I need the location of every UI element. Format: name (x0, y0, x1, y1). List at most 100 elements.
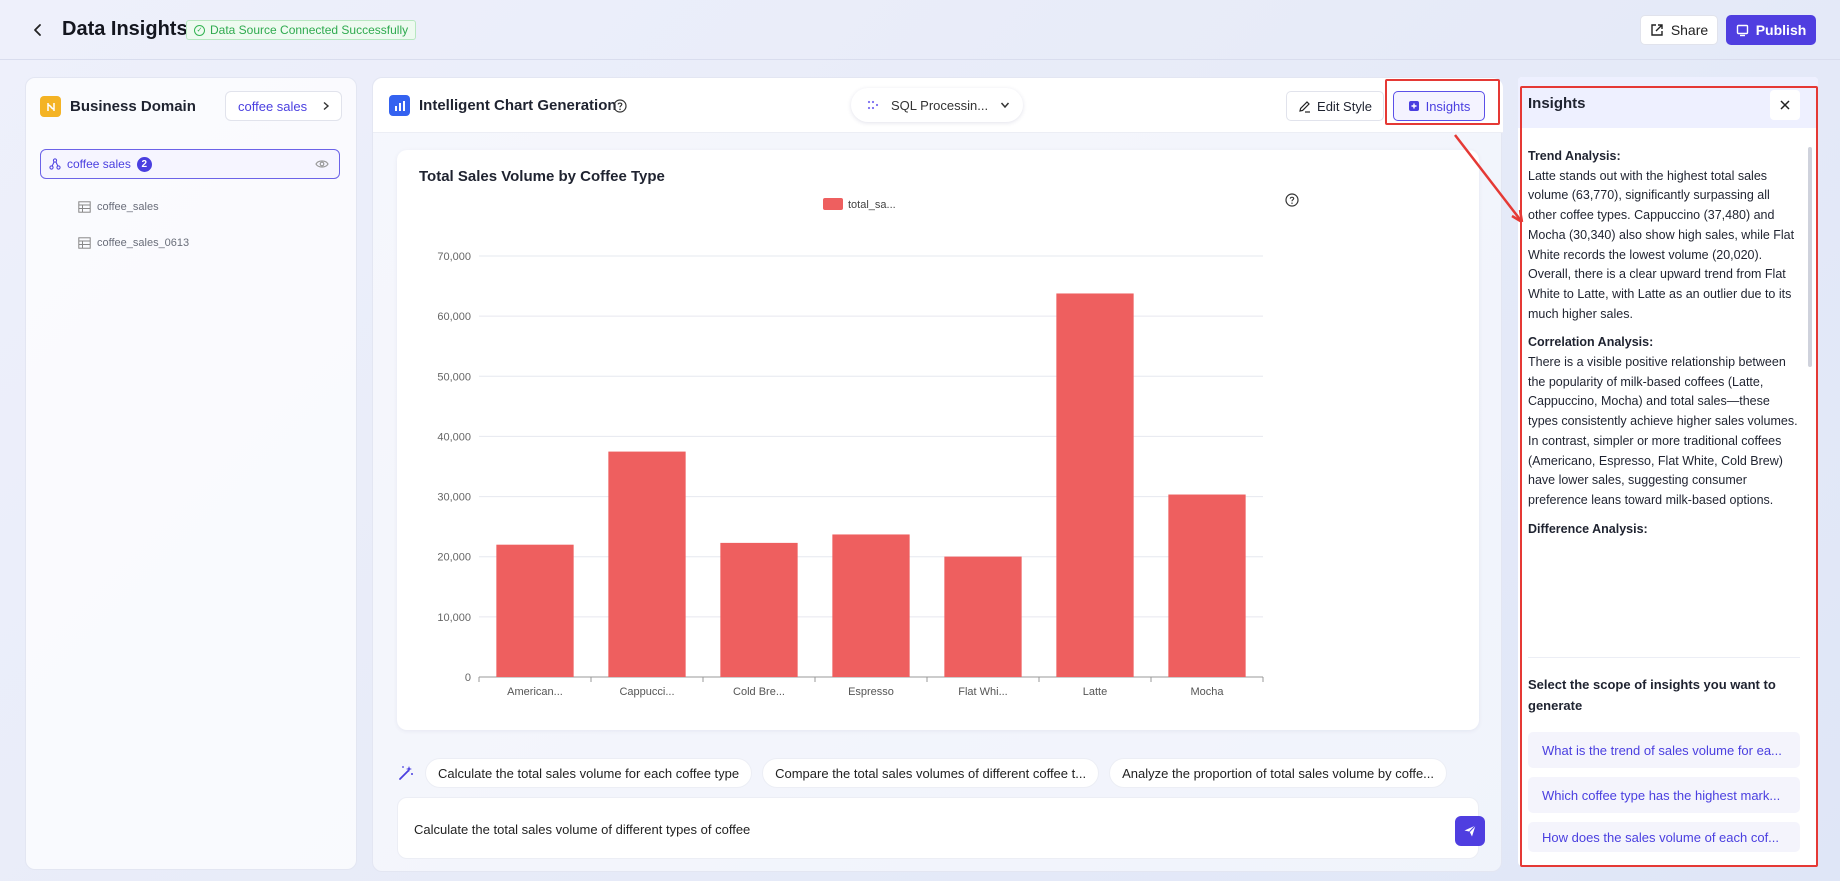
suggestion-chip[interactable]: Analyze the proportion of total sales vo… (1109, 758, 1448, 788)
count-badge: 2 (136, 156, 152, 172)
y-tick-label: 0 (465, 672, 471, 684)
chart-generation-icon (389, 95, 410, 116)
annotation-arrow (1454, 134, 1524, 224)
scope-label: Select the scope of insights you want to… (1528, 677, 1776, 713)
suggestion-row: Calculate the total sales volume for eac… (397, 758, 1448, 788)
table-item[interactable]: coffee_sales_0613 (78, 233, 189, 253)
x-tick-label: Cold Bre... (733, 686, 785, 698)
send-icon (1464, 825, 1476, 837)
table-icon (78, 237, 91, 249)
domain-selector[interactable]: coffee sales (225, 91, 342, 121)
y-tick-label: 10,000 (437, 612, 471, 624)
business-domain-icon (40, 96, 61, 117)
y-tick-label: 50,000 (437, 371, 471, 383)
business-domain-title: Business Domain (70, 98, 196, 115)
legend-swatch (823, 198, 843, 210)
top-bar: Data Insights ✓ Data Source Connected Su… (0, 0, 1840, 60)
suggestion-chip[interactable]: Compare the total sales volumes of diffe… (762, 758, 1100, 788)
bar (720, 542, 798, 677)
network-icon (49, 158, 61, 170)
help-icon[interactable] (613, 99, 627, 113)
close-button[interactable] (1770, 90, 1800, 120)
domain-selector-value: coffee sales (238, 98, 308, 114)
insight-question[interactable]: What is the trend of sales volume for ea… (1528, 732, 1800, 768)
bar (1056, 293, 1134, 677)
insights-content: Trend Analysis: Latte stands out with th… (1528, 147, 1798, 640)
insights-panel-header: Insights (1518, 77, 1818, 128)
insight-question-text: What is the trend of sales volume for ea… (1542, 742, 1782, 758)
suggestion-chip[interactable]: Calculate the total sales volume for eac… (425, 758, 753, 788)
chevron-down-icon (1000, 102, 1010, 109)
query-input-box (397, 797, 1485, 860)
x-tick-label: Mocha (1190, 686, 1224, 698)
divider (1528, 657, 1800, 658)
chart-card: Total Sales Volume by Coffee Type 0 10,00… (397, 150, 1479, 730)
table-item[interactable]: coffee_sales (78, 197, 159, 217)
share-button[interactable]: Share (1640, 15, 1718, 45)
close-icon (1780, 100, 1790, 110)
publish-label: Publish (1755, 22, 1807, 38)
edit-style-label: Edit Style (1317, 98, 1372, 114)
bar (608, 451, 686, 677)
x-tick-label: American... (507, 686, 563, 698)
y-tick-label: 60,000 (437, 311, 471, 323)
y-tick-label: 30,000 (437, 492, 471, 504)
help-icon[interactable] (1285, 193, 1299, 207)
y-tick-label: 20,000 (437, 552, 471, 564)
table-label: coffee_sales (97, 201, 159, 213)
insight-question[interactable]: How does the sales volume of each cof... (1528, 822, 1800, 852)
chart-generation-panel: Intelligent Chart Generation SQL Process… (372, 77, 1503, 872)
table-icon (78, 201, 91, 213)
send-button[interactable] (1455, 816, 1485, 846)
sql-status-label: SQL Processin... (891, 97, 989, 113)
chevron-right-icon (323, 101, 330, 111)
insight-question-text: How does the sales volume of each cof... (1542, 829, 1780, 845)
scrollbar[interactable] (1808, 147, 1812, 367)
section-heading: Difference Analysis: (1528, 521, 1648, 536)
dots-grid-icon (867, 100, 879, 110)
table-label: coffee_sales_0613 (97, 237, 190, 249)
chevron-left-icon (34, 24, 41, 36)
y-tick-label: 70,000 (437, 251, 471, 263)
y-tick-label: 40,000 (437, 431, 471, 443)
insights-button[interactable]: Insights (1393, 91, 1485, 121)
bar (1168, 494, 1246, 677)
bar (496, 544, 574, 677)
chart-title: Total Sales Volume by Coffee Type (419, 168, 665, 185)
bar (832, 534, 910, 677)
insights-panel: Insights Trend Analysis: Latte stands ou… (1518, 77, 1818, 866)
insights-label: Insights (1425, 98, 1471, 114)
help-icon-mark (1289, 196, 1295, 202)
section-heading: Correlation Analysis: (1528, 335, 1654, 350)
eye-icon[interactable] (315, 158, 329, 170)
chart-panel-header: Intelligent Chart Generation SQL Process… (373, 78, 1503, 133)
back-button[interactable] (26, 18, 50, 42)
section-text: Latte stands out with the highest total … (1528, 168, 1795, 321)
pencil-icon (1299, 100, 1311, 113)
insights-icon (1408, 101, 1419, 111)
section-text: There is a visible positive relationship… (1528, 355, 1798, 507)
legend-label: total_sa... (848, 199, 896, 211)
publish-icon (1736, 24, 1748, 36)
insights-panel-title: Insights (1528, 95, 1586, 112)
check-circle-icon: ✓ (194, 24, 205, 36)
bar (944, 556, 1022, 677)
x-tick-label: Espresso (848, 686, 894, 698)
share-icon (1651, 24, 1663, 36)
status-text: Data Source Connected Successfully (210, 23, 409, 37)
magic-wand-icon (399, 766, 413, 780)
business-domain-panel: Business Domain coffee sales coffee sale… (25, 77, 357, 870)
help-icon-dot (1291, 202, 1293, 204)
status-badge: ✓ Data Source Connected Successfully (186, 20, 417, 40)
x-tick-label: Latte (1083, 686, 1107, 698)
x-tick-label: Flat Whi... (958, 686, 1008, 698)
panel-title: Intelligent Chart Generation (419, 97, 617, 114)
insight-question[interactable]: Which coffee type has the highest mark..… (1528, 777, 1800, 813)
domain-item-coffee-sales[interactable]: coffee sales 2 (40, 149, 340, 179)
edit-style-button[interactable]: Edit Style (1286, 91, 1384, 121)
publish-button[interactable]: Publish (1726, 15, 1816, 45)
section-heading: Trend Analysis: (1528, 149, 1621, 163)
sql-status-dropdown[interactable]: SQL Processin... (851, 88, 1023, 122)
query-input[interactable] (414, 798, 1394, 860)
domain-item-label: coffee sales (67, 157, 131, 171)
